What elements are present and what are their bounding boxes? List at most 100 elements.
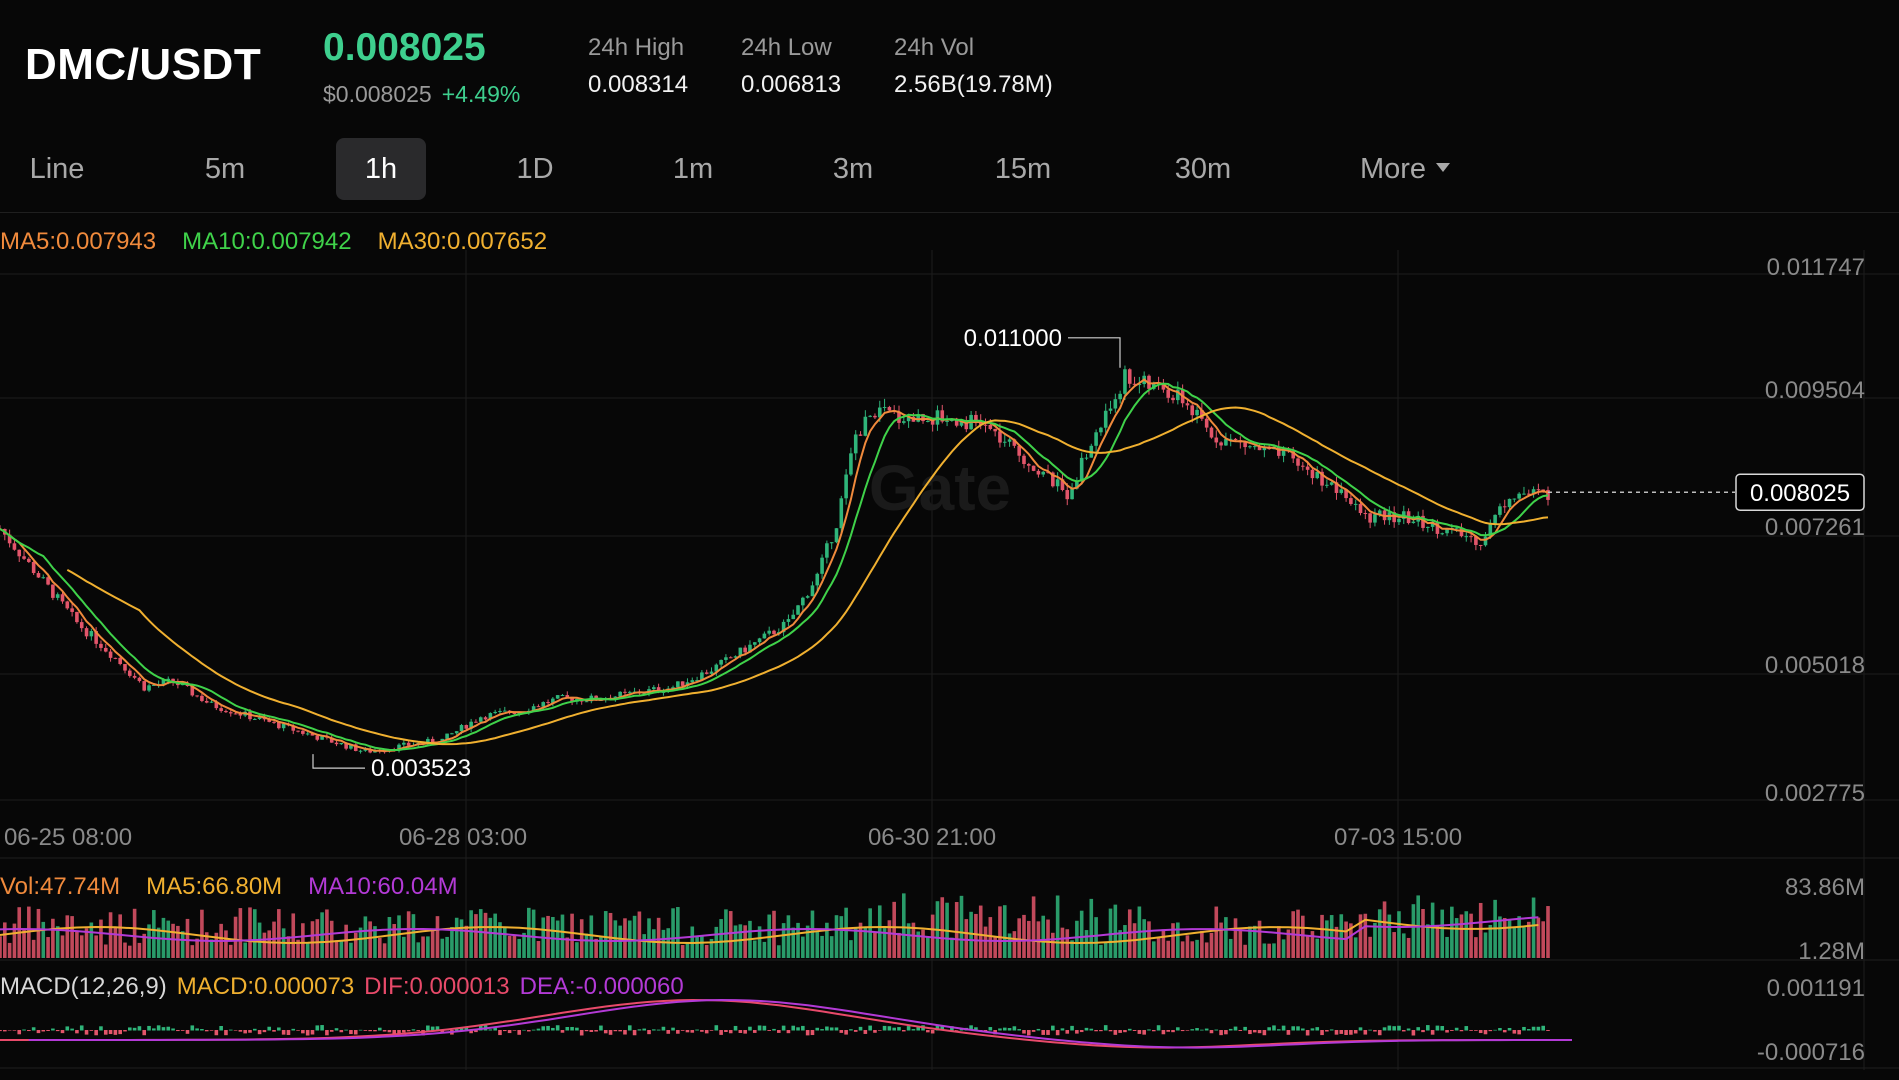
tab-15m[interactable]: 15m — [994, 153, 1052, 185]
volume-bar — [1421, 909, 1425, 958]
candle-body — [132, 675, 137, 678]
volume-bar — [998, 906, 1002, 958]
macd-bar — [805, 1030, 810, 1036]
candle-body — [1209, 427, 1214, 438]
candle-body — [214, 701, 219, 709]
macd-bar — [46, 1030, 50, 1031]
macd-bar — [695, 1029, 699, 1031]
volume-bar — [426, 936, 430, 958]
volume-bar — [1204, 942, 1209, 958]
candle-body — [805, 596, 810, 598]
volume-bar — [1430, 902, 1435, 958]
tab-30m[interactable]: 30m — [1174, 153, 1232, 185]
macd-bar — [89, 1030, 94, 1031]
volume-bar — [1363, 913, 1368, 958]
macd-bar — [474, 1030, 478, 1033]
volume-bar — [570, 913, 574, 958]
tab-more[interactable]: More — [1340, 138, 1470, 200]
volume-bar — [762, 941, 767, 958]
tab-line[interactable]: Line — [29, 153, 85, 185]
macd-bar — [310, 1030, 315, 1035]
pair-title[interactable]: DMC/USDT — [25, 40, 262, 89]
macd-bar — [1392, 1026, 1396, 1031]
macd-bar — [849, 1029, 853, 1031]
candle-body — [469, 721, 473, 729]
volume-bar — [1209, 932, 1214, 958]
candle-body — [51, 584, 55, 598]
vol-label: Vol:47.74M — [0, 873, 121, 900]
candle-body — [536, 706, 541, 708]
candle-body — [79, 622, 84, 629]
macd-bar — [305, 1030, 310, 1036]
macd-bar — [911, 1029, 916, 1031]
macd-bar — [536, 1028, 541, 1031]
volume-bar — [185, 918, 190, 958]
macd-bar — [1142, 1030, 1146, 1035]
macd-bar — [180, 1030, 185, 1031]
macd-bar — [728, 1030, 733, 1034]
candle-body — [1031, 465, 1036, 471]
macd-bar — [1007, 1028, 1012, 1031]
volume-bar — [777, 945, 781, 958]
candle-body — [281, 723, 286, 729]
candle-body — [1377, 510, 1382, 515]
candle-body — [1118, 393, 1122, 400]
macd-tick-label: -0.000716 — [1757, 1039, 1865, 1066]
tab-3m[interactable]: 3m — [832, 153, 874, 185]
macd-bar — [1252, 1030, 1257, 1033]
time-tick-label: 07-03 15:00 — [1334, 824, 1462, 851]
volume-bar — [55, 926, 60, 958]
volume-bar — [3, 922, 7, 958]
macd-bar — [1238, 1030, 1243, 1031]
candle-body — [1373, 514, 1377, 523]
volume-bar — [128, 945, 132, 958]
volume-bar — [786, 915, 791, 958]
stat-value: 0.006813 — [741, 71, 842, 98]
volume-bar — [358, 927, 363, 958]
volume-bar — [248, 907, 252, 958]
candle-body — [1276, 446, 1281, 456]
tab-1d[interactable]: 1D — [516, 153, 554, 185]
volume-bar — [214, 932, 219, 958]
volume-bar — [1411, 904, 1416, 958]
volume-bar — [1113, 904, 1118, 958]
candle-body — [940, 410, 945, 422]
macd-bar — [906, 1026, 911, 1031]
volume-bar — [334, 940, 339, 958]
macd-bar — [27, 1030, 31, 1032]
volume-bar — [12, 923, 17, 958]
macd-bar — [1089, 1028, 1094, 1031]
macd-title: MACD(12,26,9) — [0, 973, 167, 1000]
macd-bar — [113, 1030, 118, 1035]
candle-body — [1507, 498, 1512, 508]
candle-body — [676, 681, 680, 688]
macd-bar — [94, 1030, 98, 1036]
macd-bar — [262, 1030, 267, 1033]
volume-bar — [661, 929, 666, 958]
macd-bar — [277, 1027, 281, 1031]
volume-bar — [954, 902, 959, 958]
tab-1h[interactable]: 1h — [336, 138, 426, 200]
macd-bar — [1156, 1025, 1161, 1031]
macd-bar — [70, 1028, 74, 1031]
time-tick-label: 06-25 08:00 — [4, 824, 132, 851]
volume-bars — [0, 893, 1550, 958]
macd-bar — [892, 1027, 896, 1031]
tab-5m[interactable]: 5m — [204, 153, 246, 185]
macd-bar — [1430, 1030, 1435, 1035]
volume-bar — [1526, 921, 1531, 958]
volume-bar — [623, 918, 627, 958]
macd-bar — [1377, 1030, 1382, 1036]
volume-bar — [1474, 937, 1478, 958]
macd-bar — [1435, 1025, 1440, 1031]
tab-1m[interactable]: 1m — [672, 153, 714, 185]
macd-bar — [416, 1030, 421, 1032]
macd-bar — [1397, 1025, 1401, 1031]
macd-bar — [108, 1030, 113, 1035]
volume-bar — [382, 943, 387, 958]
volume-bar — [0, 936, 2, 958]
macd-bar — [1017, 1029, 1021, 1031]
candle-body — [228, 712, 233, 714]
volume-bar — [498, 922, 502, 958]
